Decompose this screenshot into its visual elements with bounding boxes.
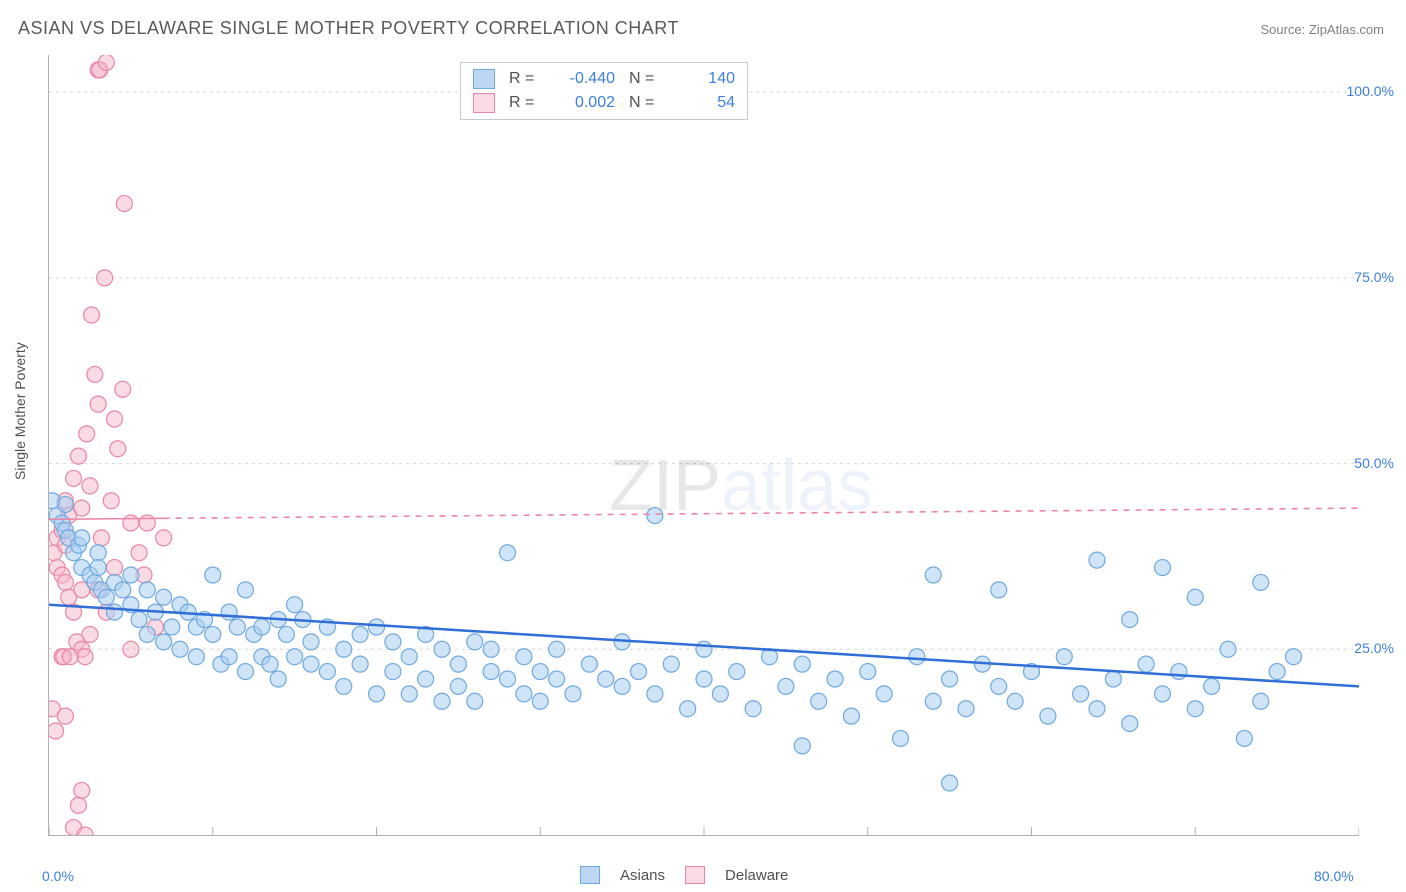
y-axis-label: Single Mother Poverty: [12, 342, 28, 480]
swatch-delaware-bottom: [685, 866, 705, 884]
chart-title: ASIAN VS DELAWARE SINGLE MOTHER POVERTY …: [18, 18, 679, 39]
r-value-delaware: 0.002: [555, 94, 615, 112]
source-prefix: Source:: [1260, 22, 1308, 37]
n-value-delaware: 54: [675, 94, 735, 112]
y-tick-label: 50.0%: [1354, 455, 1394, 471]
legend-row-asians: R = -0.440 N = 140: [473, 67, 735, 91]
r-label: R =: [509, 94, 541, 112]
swatch-asians: [473, 69, 495, 89]
n-value-asians: 140: [675, 70, 735, 88]
r-value-asians: -0.440: [555, 70, 615, 88]
scatter-svg: [49, 55, 1359, 835]
source-link[interactable]: ZipAtlas.com: [1309, 22, 1384, 37]
n-label: N =: [629, 94, 661, 112]
y-tick-label: 100.0%: [1347, 83, 1394, 99]
n-label: N =: [629, 70, 661, 88]
correlation-legend: R = -0.440 N = 140 R = 0.002 N = 54: [460, 62, 748, 120]
y-tick-label: 25.0%: [1354, 640, 1394, 656]
y-tick-label: 75.0%: [1354, 269, 1394, 285]
x-tick-label: 80.0%: [1314, 868, 1354, 884]
legend-label-delaware: Delaware: [725, 867, 788, 884]
source-line: Source: ZipAtlas.com: [1260, 22, 1384, 37]
swatch-delaware: [473, 93, 495, 113]
swatch-asians-bottom: [580, 866, 600, 884]
series-legend: Asians Delaware: [580, 866, 788, 884]
plot-area: ZIPatlas: [48, 55, 1359, 836]
legend-row-delaware: R = 0.002 N = 54: [473, 91, 735, 115]
legend-label-asians: Asians: [620, 867, 665, 884]
x-tick-label: 0.0%: [42, 868, 74, 884]
r-label: R =: [509, 70, 541, 88]
